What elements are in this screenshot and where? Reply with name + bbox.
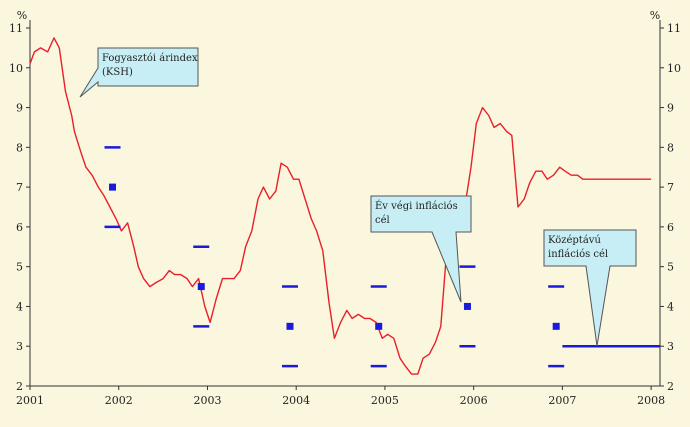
target-point <box>463 302 471 310</box>
x-tick-label: 2006 <box>460 394 488 407</box>
y-tick-label-right: 11 <box>667 22 681 35</box>
x-tick-label: 2001 <box>16 394 44 407</box>
x-tick-label: 2003 <box>193 394 221 407</box>
y-tick-label-right: 5 <box>667 261 674 274</box>
x-tick-label: 2008 <box>637 394 665 407</box>
y-axis-unit-right: % <box>650 9 660 22</box>
x-tick-label: 2007 <box>548 394 576 407</box>
x-tick-label: 2005 <box>371 394 399 407</box>
callout-shape <box>543 229 637 347</box>
callout-shape <box>370 195 472 303</box>
y-tick-label-right: 3 <box>667 340 674 353</box>
target-point <box>375 322 383 330</box>
callout-text-line: Év végi inflációs <box>375 200 458 212</box>
y-tick-label-left: 10 <box>9 62 23 75</box>
callout-text-line: inflációs cél <box>548 249 608 260</box>
y-tick-label-left: 9 <box>16 102 23 115</box>
y-tick-label-left: 6 <box>16 221 23 234</box>
y-tick-label-left: 4 <box>16 300 23 313</box>
callout-text-line: Középtávú <box>548 235 601 246</box>
target-point <box>197 283 205 291</box>
y-tick-label-right: 8 <box>667 141 674 154</box>
y-tick-label-left: 7 <box>16 181 23 194</box>
y-tick-label-right: 7 <box>667 181 674 194</box>
y-tick-label-right: 6 <box>667 221 674 234</box>
x-tick-label: 2002 <box>105 394 133 407</box>
y-tick-label-left: 8 <box>16 141 23 154</box>
target-point <box>109 183 117 191</box>
callout-text-line: Fogyasztói árindex <box>102 53 198 64</box>
y-axis-unit-left: % <box>17 9 27 22</box>
x-tick-label: 2004 <box>282 394 310 407</box>
callout-text-line: cél <box>375 215 390 226</box>
y-tick-label-right: 4 <box>667 300 674 313</box>
y-tick-label-right: 2 <box>667 380 674 393</box>
callout-bubble: Év végi inflációs cél <box>370 195 472 303</box>
callout-shape <box>79 47 199 98</box>
y-tick-label-left: 3 <box>16 340 23 353</box>
target-point <box>552 322 560 330</box>
y-tick-label-right: 10 <box>667 62 681 75</box>
y-tick-label-left: 11 <box>9 22 23 35</box>
callout-text-line: (KSH) <box>102 67 133 78</box>
target-point <box>286 322 294 330</box>
cpi-series-line <box>29 37 652 375</box>
callout-bubble: Fogyasztói árindex (KSH) <box>79 47 199 98</box>
y-tick-label-right: 9 <box>667 102 674 115</box>
y-tick-label-left: 2 <box>16 380 23 393</box>
y-tick-label-left: 5 <box>16 261 23 274</box>
callout-bubble: Középtávú inflációs cél <box>543 229 637 347</box>
